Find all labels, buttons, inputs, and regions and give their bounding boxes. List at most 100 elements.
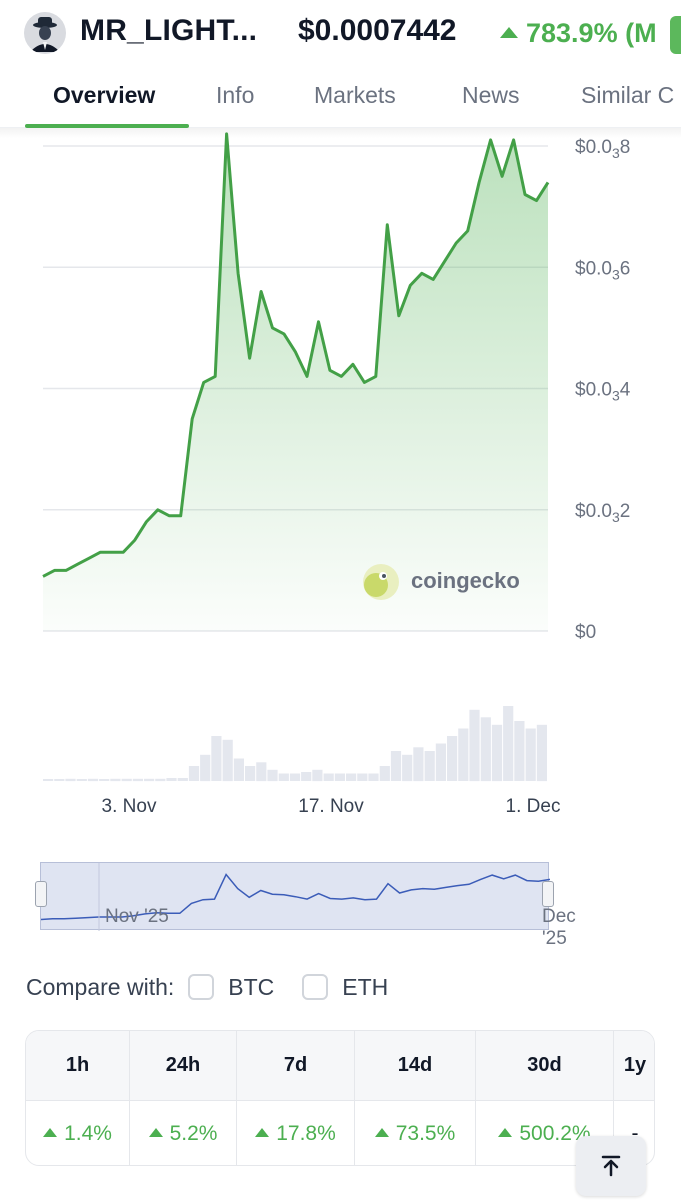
x-tick-label: 1. Dec: [506, 796, 561, 817]
compare-row: Compare with: BTC ETH: [26, 970, 416, 1004]
navigator-series: [41, 863, 550, 931]
header-action-button[interactable]: [670, 16, 681, 54]
volume-bar: [480, 717, 491, 782]
volume-bar: [312, 769, 323, 782]
y-tick-label: $0.038: [575, 137, 630, 161]
up-triangle-icon: [374, 1128, 389, 1137]
perf-value: 5.2%: [130, 1122, 236, 1146]
perf-change: 17.8%: [276, 1122, 336, 1145]
volume-bar: [65, 778, 76, 782]
x-tick-label: 3. Nov: [102, 796, 157, 817]
y-tick-label: $0.032: [575, 501, 630, 525]
perf-period: 1y: [623, 1054, 647, 1076]
navigator-label-start: Nov '25: [105, 906, 169, 927]
tab-overview[interactable]: Overview: [53, 82, 156, 108]
volume-bar: [132, 778, 143, 782]
performance-table: 1h 1.4% 24h 5.2% 7d 17.8% 14d 73.5% 30d …: [25, 1030, 655, 1166]
y-tick-label: $0.034: [575, 380, 631, 404]
volume-bar: [424, 751, 435, 781]
coin-name: MR_LIGHT...: [80, 14, 258, 47]
perf-change: -: [631, 1122, 639, 1145]
coin-price: $0.0007442: [298, 14, 457, 47]
y-tick-label: $0: [575, 622, 596, 643]
volume-bar: [99, 779, 110, 781]
perf-period: 1h: [65, 1054, 90, 1076]
compare-label: Compare with:: [26, 973, 175, 1000]
volume-bar: [447, 736, 458, 781]
volume-bar: [76, 779, 87, 781]
volume-bars: [43, 706, 547, 782]
volume-bar: [346, 773, 357, 781]
price-area: [43, 133, 548, 631]
perf-col-1y: 1y -: [614, 1031, 654, 1165]
volume-bar: [514, 721, 525, 781]
coin-header: MR_LIGHT... $0.0007442 783.9% (M: [0, 0, 681, 66]
perf-col-7d: 7d 17.8%: [237, 1031, 355, 1165]
volume-bar: [402, 754, 413, 782]
tab-markets[interactable]: Markets: [314, 82, 396, 108]
volume-bar: [301, 772, 312, 781]
btc-checkbox[interactable]: [188, 974, 215, 1000]
volume-bar: [323, 773, 334, 781]
volume-bar: [144, 778, 155, 782]
perf-value: 500.2%: [476, 1122, 613, 1146]
volume-bar: [267, 769, 278, 782]
x-axis-labels: 3. Nov 17. Nov 1. Dec: [102, 796, 561, 817]
perf-value: 17.8%: [237, 1122, 354, 1146]
volume-bar: [390, 751, 402, 781]
volume-bar: [334, 773, 345, 781]
up-triangle-icon: [255, 1128, 270, 1137]
coin-avatar-icon: [24, 12, 66, 54]
eth-checkbox[interactable]: [302, 974, 329, 1000]
tabs-shadow: [0, 128, 681, 138]
volume-bar: [200, 754, 211, 782]
range-navigator[interactable]: Nov '25 Dec '25: [35, 862, 576, 949]
perf-value: 1.4%: [26, 1122, 129, 1146]
perf-change: 1.4%: [64, 1122, 112, 1145]
volume-bar: [166, 778, 177, 781]
tab-info[interactable]: Info: [216, 82, 255, 108]
price-change: 783.9% (M: [500, 18, 657, 49]
volume-bar: [54, 779, 65, 781]
volume-bar: [458, 728, 469, 781]
tab-similar[interactable]: Similar C: [581, 82, 675, 108]
volume-bar: [435, 743, 446, 781]
volume-bar: [222, 739, 233, 782]
y-axis-labels: $0.038 $0.036 $0.034 $0.032 $0: [575, 137, 631, 643]
scroll-to-top-button[interactable]: [576, 1136, 646, 1196]
perf-col-14d: 14d 73.5%: [355, 1031, 476, 1165]
volume-bar: [379, 766, 390, 781]
arrow-up-to-top-icon: [601, 1155, 621, 1177]
volume-bar: [87, 778, 99, 782]
volume-bar: [188, 766, 200, 781]
coingecko-watermark: coingecko: [363, 564, 520, 600]
eth-label[interactable]: ETH: [342, 973, 389, 1000]
volume-bar: [177, 778, 188, 781]
tab-bar: Overview Info Markets News Similar C: [0, 66, 681, 128]
active-tab-indicator: [25, 124, 189, 128]
perf-period: 7d: [283, 1054, 308, 1076]
navigator-handle-right[interactable]: [542, 881, 554, 907]
up-triangle-icon: [148, 1128, 163, 1137]
perf-change: 500.2%: [519, 1122, 591, 1145]
btc-label[interactable]: BTC: [228, 973, 275, 1000]
volume-bar: [121, 778, 132, 782]
up-triangle-icon: [500, 27, 518, 38]
volume-bar: [245, 766, 256, 781]
volume-bar: [278, 773, 289, 781]
volume-bar: [289, 773, 301, 781]
navigator-label-end: Dec '25: [542, 906, 576, 949]
price-line: [42, 132, 550, 578]
navigator-handle-left[interactable]: [35, 881, 47, 907]
x-tick-label: 17. Nov: [298, 796, 364, 817]
perf-col-30d: 30d 500.2%: [476, 1031, 614, 1165]
perf-change: 73.5%: [395, 1122, 456, 1145]
volume-bar: [155, 778, 166, 782]
volume-bar: [503, 706, 514, 781]
performance-header: [26, 1031, 654, 1101]
perf-col-1h: 1h 1.4%: [26, 1031, 130, 1165]
y-tick-label: $0.036: [575, 258, 630, 282]
price-chart[interactable]: $0.038 $0.036 $0.034 $0.032 $0 3. Nov 17. Nov…: [0, 128, 681, 828]
volume-bar: [211, 736, 222, 781]
tab-news[interactable]: News: [462, 82, 520, 108]
